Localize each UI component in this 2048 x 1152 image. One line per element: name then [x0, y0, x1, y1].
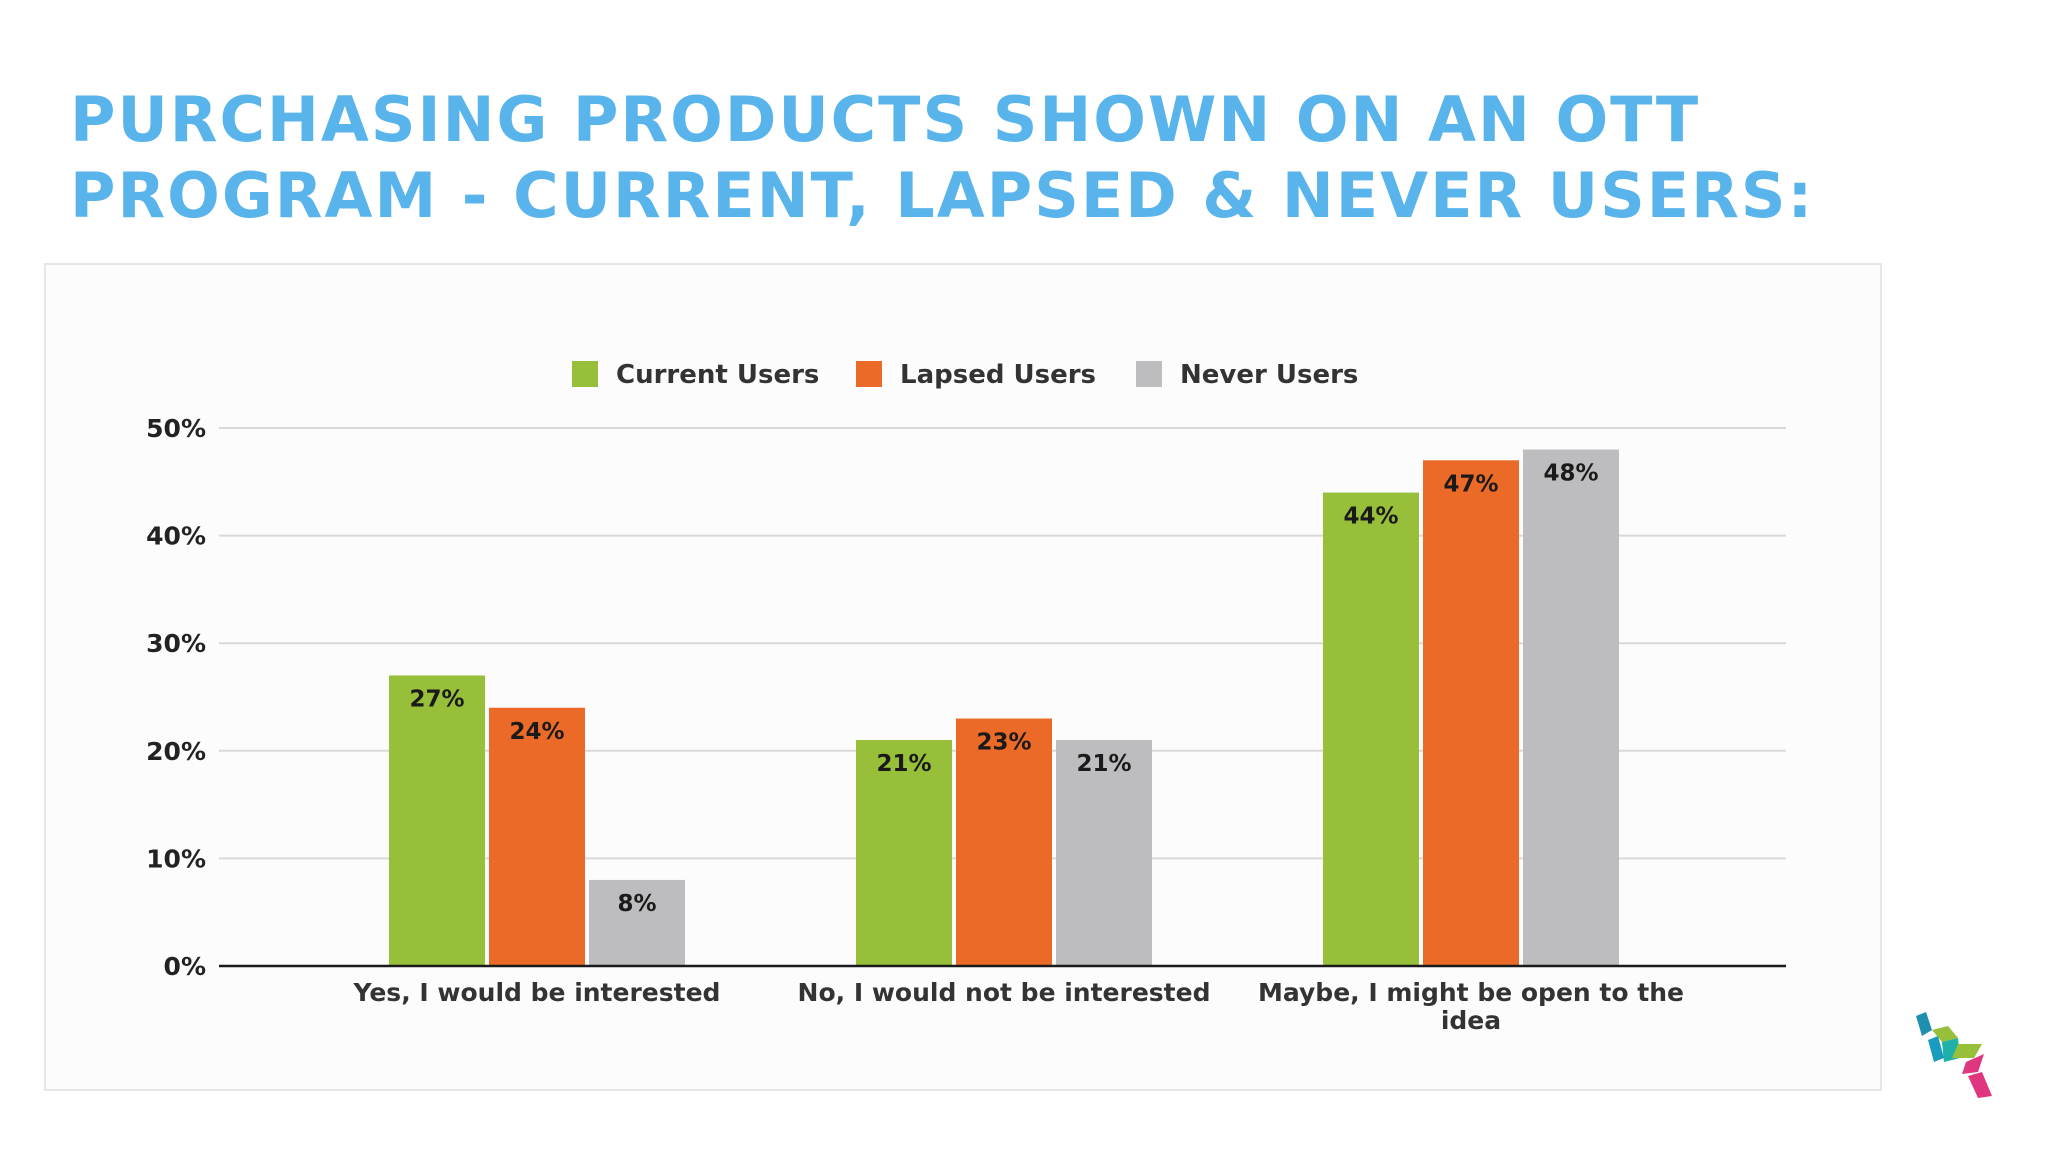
data-label: 48%: [1543, 461, 1598, 487]
x-category-label: Yes, I would be interested: [353, 978, 721, 1007]
bar: [856, 740, 952, 966]
chart-panel: 27% 24% 8% 21% 23% 21% 44% 47% 48% 0% 10% 20% 30% 40…: [44, 263, 1882, 1091]
y-tick-label: 40%: [146, 522, 206, 551]
y-tick-label: 10%: [146, 844, 206, 873]
y-tick-label: 20%: [146, 737, 206, 766]
y-tick-label: 0%: [164, 952, 206, 981]
x-category-label: idea: [1441, 1006, 1501, 1035]
data-label: 21%: [1076, 751, 1131, 777]
slide-title: PURCHASING PRODUCTS SHOWN ON AN OTT PROG…: [70, 82, 1970, 234]
x-category-label: Maybe, I might be open to the: [1258, 978, 1684, 1007]
axes: 0% 10% 20% 30% 40% 50% Yes, I would be interes…: [146, 414, 1786, 1035]
bar: [956, 718, 1052, 966]
title-line-2: PROGRAM - CURRENT, LAPSED & NEVER USERS:: [70, 159, 1815, 232]
title-line-1: PURCHASING PRODUCTS SHOWN ON AN OTT: [70, 83, 1701, 156]
data-label: 8%: [617, 891, 656, 917]
data-label: 47%: [1443, 471, 1498, 497]
bar: [589, 879, 685, 966]
bars: [389, 449, 1619, 966]
data-label: 27%: [409, 686, 464, 712]
x-category-label: No, I would not be interested: [798, 978, 1211, 1007]
legend-swatch: [572, 361, 598, 387]
legend-label: Never Users: [1180, 360, 1358, 390]
bar: [489, 707, 585, 966]
bar: [1323, 492, 1419, 966]
bar: [1423, 460, 1519, 966]
bar: [1056, 740, 1152, 966]
brand-logo-icon: [1916, 1012, 1992, 1098]
bar: [389, 675, 485, 966]
data-label: 24%: [509, 719, 564, 745]
y-tick-label: 50%: [146, 414, 206, 443]
legend-label: Lapsed Users: [900, 360, 1096, 390]
legend-label: Current Users: [616, 360, 819, 390]
bar-chart: 27% 24% 8% 21% 23% 21% 44% 47% 48% 0% 10% 20% 30% 40…: [146, 360, 1786, 1035]
bar: [1523, 449, 1619, 966]
y-tick-label: 30%: [146, 629, 206, 658]
legend: Current Users Lapsed Users Never Users: [572, 360, 1358, 390]
data-label: 44%: [1343, 504, 1398, 530]
data-label: 23%: [976, 730, 1031, 756]
data-label: 21%: [876, 751, 931, 777]
legend-swatch: [856, 361, 882, 387]
data-labels: 27% 24% 8% 21% 23% 21% 44% 47% 48%: [409, 461, 1598, 917]
legend-swatch: [1136, 361, 1162, 387]
